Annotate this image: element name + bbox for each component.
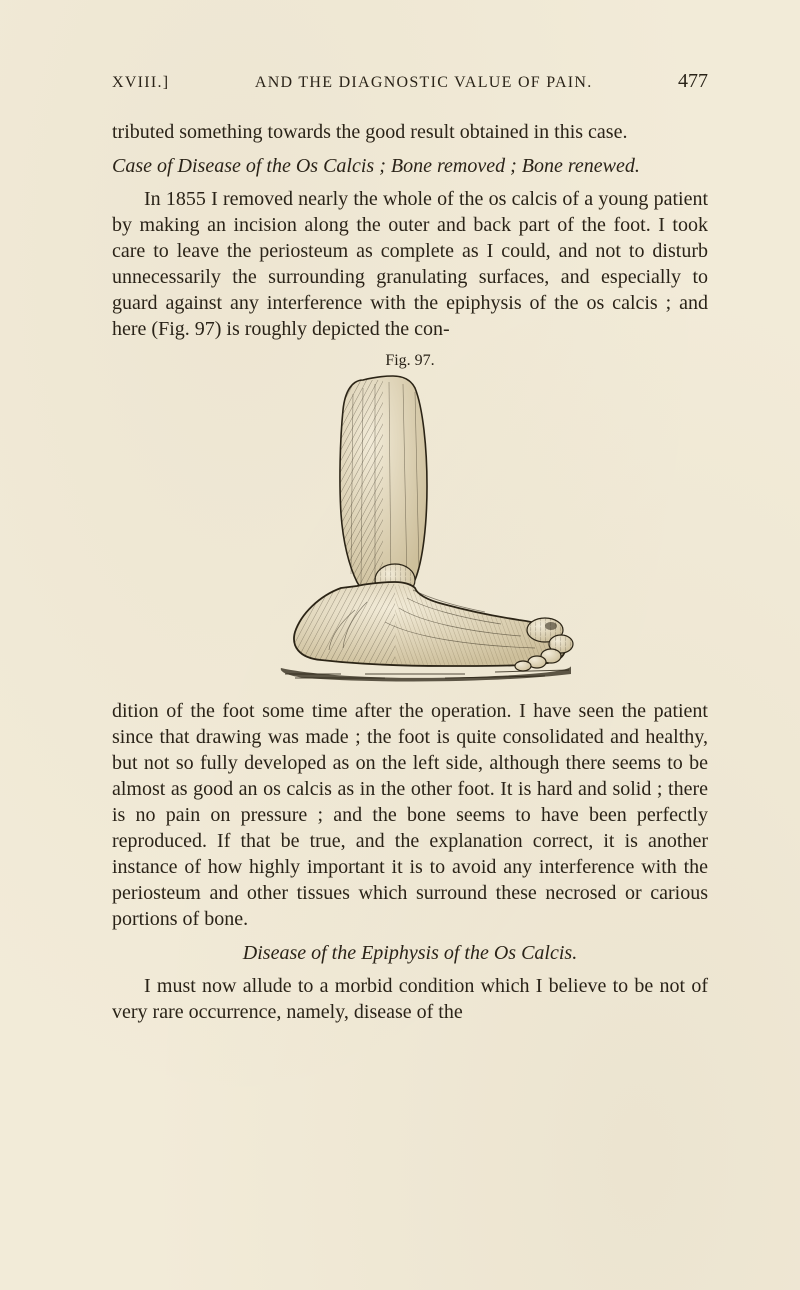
running-title: AND THE DIAGNOSTIC VALUE OF PAIN. (169, 74, 678, 92)
page-number: 477 (678, 70, 708, 93)
section-subhead: Disease of the Epiphysis of the Os Calci… (112, 942, 708, 965)
paragraph-after-figure: dition of the foot some time after the o… (112, 698, 708, 932)
toenail (545, 622, 557, 630)
case-title: Case of Disease of the Os Calcis ; Bone … (112, 155, 708, 178)
page: XVIII.] AND THE DIAGNOSTIC VALUE OF PAIN… (0, 0, 800, 1290)
running-head: XVIII.] AND THE DIAGNOSTIC VALUE OF PAIN… (112, 70, 708, 93)
chapter-label: XVIII.] (112, 74, 169, 92)
paragraph-continuation-top: tributed something towards the good resu… (112, 119, 708, 145)
figure-wrap (112, 374, 708, 684)
paragraph-final: I must now allude to a morbid condition … (112, 973, 708, 1025)
figure-foot-engraving (245, 374, 575, 684)
paragraph-case-body: In 1855 I removed nearly the whole of th… (112, 186, 708, 342)
figure-caption: Fig. 97. (112, 352, 708, 370)
heel-shading (294, 583, 395, 664)
